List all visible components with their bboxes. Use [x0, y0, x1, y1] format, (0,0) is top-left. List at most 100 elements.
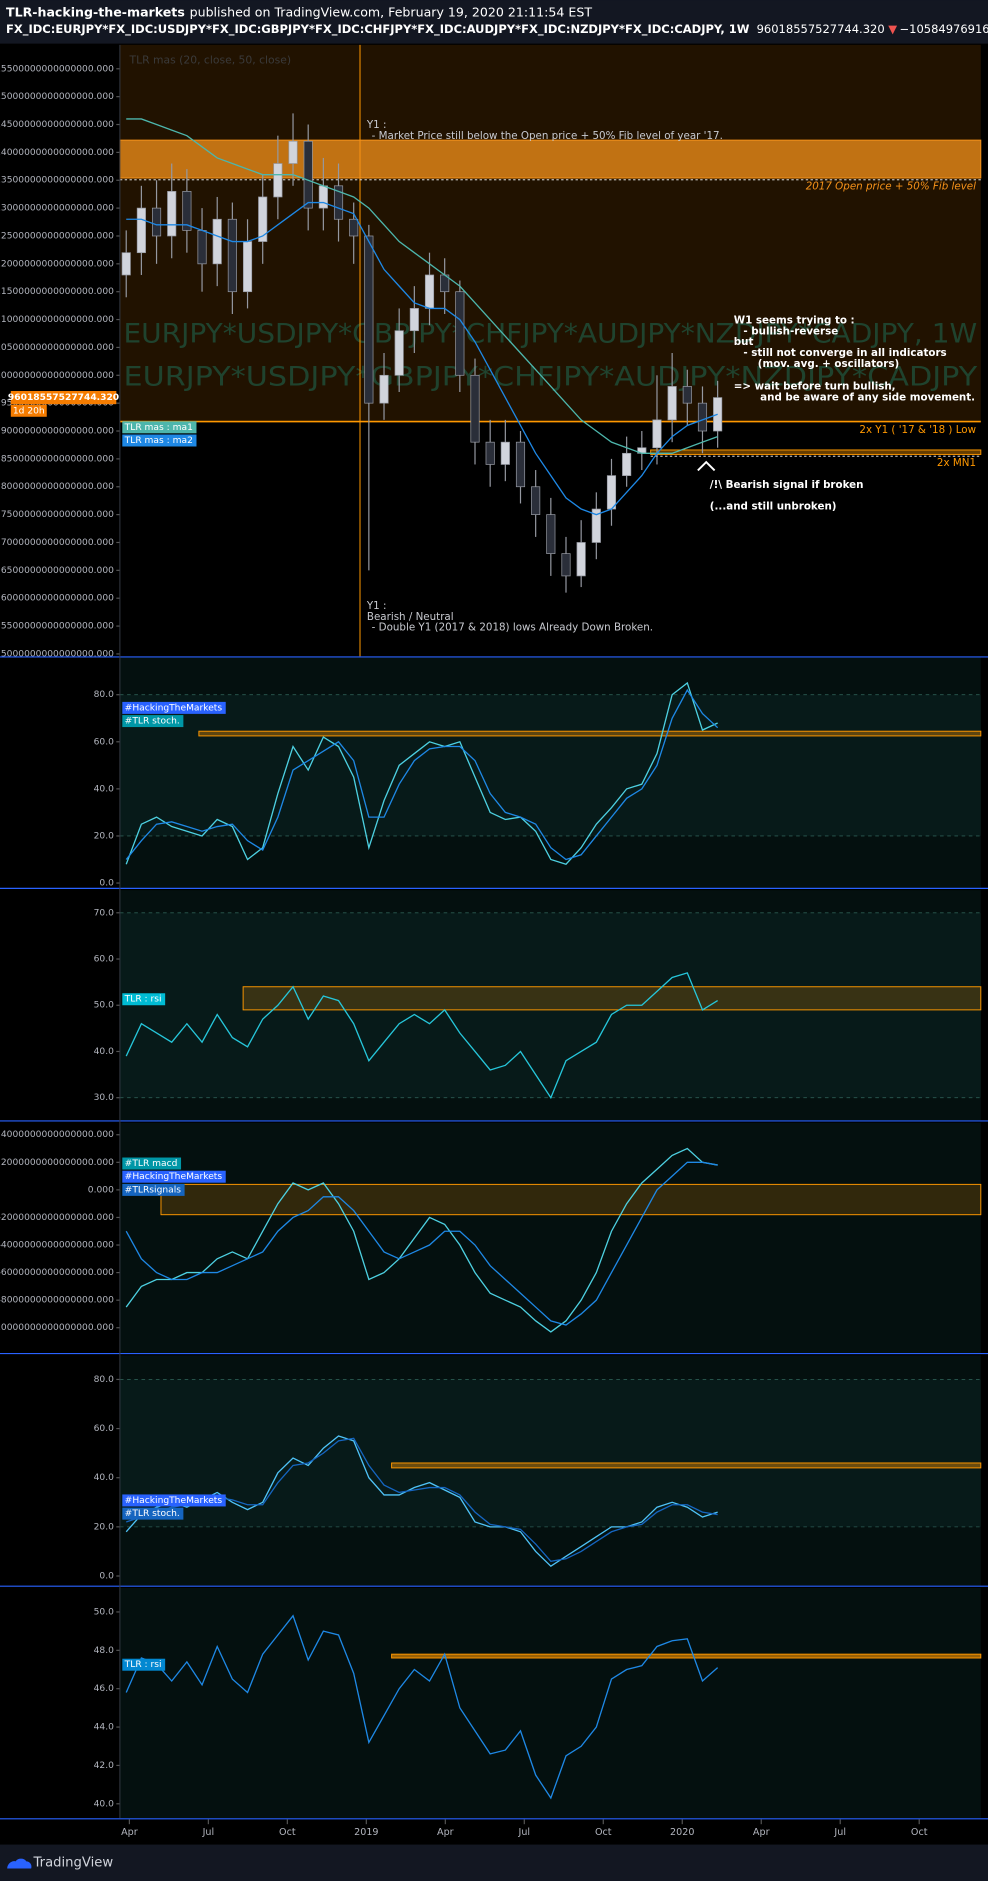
series-line	[126, 118, 718, 454]
x-tick-label: 2019	[354, 1827, 378, 1838]
candle-body	[546, 514, 556, 554]
x-tick-label: Jul	[518, 1827, 531, 1838]
y-tick-label: 30.0	[94, 1093, 114, 1103]
x-tick-label: Apr	[121, 1827, 138, 1838]
watermark: EURJPY*USDJPY*GBPJPY*CHFJPY*AUDJPY*NZDJP…	[123, 319, 977, 349]
annotation: - Market Price still below the Open pric…	[372, 130, 723, 142]
level-band	[242, 986, 982, 1011]
y-tick-label: 42.0	[94, 1761, 114, 1771]
y-tick-label: 12500000000000000.000	[0, 231, 114, 241]
candle-body	[576, 542, 586, 577]
header-line: TLR-hacking-the-markets published on Trad…	[6, 4, 592, 19]
y-tick-label: 13500000000000000.000	[0, 176, 114, 186]
series-line	[125, 1147, 718, 1333]
y-tick-label: 40.0	[94, 1047, 114, 1057]
candle-body	[212, 218, 222, 265]
candle-body	[303, 140, 313, 209]
candle-body	[136, 207, 146, 254]
y-tick-label: -4000000000000000.000	[0, 1241, 114, 1251]
candle-body	[182, 191, 192, 231]
candle-body	[318, 185, 328, 209]
y-tick-label: 9000000000000000.000	[1, 427, 114, 437]
candle-body	[258, 196, 268, 242]
y-tick-label: 60.0	[94, 737, 114, 747]
price-tag	[10, 390, 117, 405]
annotation: and be aware of any side movement.	[760, 391, 975, 403]
level-band	[391, 1653, 982, 1659]
legend-box	[122, 421, 197, 434]
y-tick-label: 40.0	[94, 1799, 114, 1809]
y-tick-label: 70.0	[94, 908, 114, 918]
candle-body	[652, 419, 662, 449]
annotation: - Double Y1 (2017 & 2018) lows Already D…	[372, 622, 653, 634]
x-tick-label: Oct	[279, 1827, 296, 1838]
y-tick-label: 11000000000000000.000	[0, 315, 114, 325]
y-tick-label: 7000000000000000.000	[1, 538, 114, 548]
y-tick-label: 46.0	[94, 1684, 114, 1694]
y-tick-label: 10500000000000000.000	[0, 343, 114, 353]
legend-box	[122, 993, 166, 1006]
series-line	[126, 201, 718, 516]
legend-box	[122, 701, 226, 714]
annotation: Y1 :	[366, 119, 387, 131]
y-tick-label: 8500000000000000.000	[1, 454, 114, 464]
legend-box	[122, 434, 197, 447]
brand[interactable]: TradingView	[7, 1856, 113, 1871]
y-tick-label: 40.0	[94, 784, 114, 794]
level-label: 2x Y1 ( '17 & '18 ) Low	[859, 424, 976, 436]
y-tick-label: 5500000000000000.000	[1, 622, 114, 632]
candle-body	[606, 475, 617, 510]
candle-body	[455, 291, 465, 376]
y-tick-label: 11500000000000000.000	[0, 287, 114, 297]
y-tick-label: 60.0	[94, 955, 114, 965]
price-tag-label: 96018557527744.320	[8, 393, 119, 403]
annotation: (...and still unbroken)	[710, 500, 837, 512]
legend-label: TLR : rsi	[124, 1660, 162, 1670]
x-tick-label: Apr	[437, 1827, 454, 1838]
y-tick-label: 8000000000000000.000	[1, 482, 114, 492]
candle-body	[682, 386, 692, 404]
legend-label: #TLR macd	[125, 1159, 178, 1169]
candle-body	[500, 441, 510, 465]
change: −1058497691648.000 (−1	[900, 22, 988, 36]
brand-name: TradingView	[33, 1856, 114, 1871]
y-tick-label: 14000000000000000.000	[0, 148, 114, 158]
y-tick-label: 15500000000000000.000	[0, 64, 114, 74]
y-tick-label: -10000000000000000.000	[0, 1323, 114, 1333]
countdown-tag	[10, 404, 47, 417]
guide-zone	[119, 912, 981, 1098]
series-line	[125, 1161, 718, 1326]
y-tick-label: 0.000	[88, 1185, 114, 1195]
y-tick-label: 10000000000000000.000	[0, 371, 114, 381]
candle-body	[667, 386, 677, 421]
candle-body	[151, 207, 162, 237]
published: published on TradingView.com, February 1…	[190, 4, 593, 19]
annotation: => wait before turn bullish,	[734, 381, 896, 393]
candle-body	[697, 402, 708, 432]
author[interactable]: TLR-hacking-the-markets	[6, 4, 185, 19]
annotation: - still not converge in all indicators	[743, 347, 946, 359]
guide-zone	[119, 694, 981, 836]
countdown-label: 1d 20h	[13, 406, 45, 416]
chevron	[697, 460, 716, 472]
brand-logo	[7, 1858, 32, 1869]
legend-box	[122, 1157, 182, 1170]
y-tick-label: 15000000000000000.000	[0, 92, 114, 102]
series-line	[125, 972, 718, 1100]
candle-body	[242, 241, 253, 293]
y-tick-label: 6500000000000000.000	[1, 566, 114, 576]
annotation: W1 seems trying to :	[734, 315, 855, 327]
level-band	[119, 139, 982, 179]
annotation: /!\ Bearish signal if broken	[710, 479, 864, 491]
candle-body	[197, 230, 207, 265]
y-tick-label: 50.0	[94, 1607, 114, 1617]
legend-label: TLR mas : ma1	[124, 423, 193, 433]
y-tick-label: 6000000000000000.000	[1, 594, 114, 604]
candle-body	[394, 330, 404, 376]
watermark: EURJPY*USDJPY*GBPJPY*CHFJPY*AUDJPY*NZDJP…	[123, 363, 978, 393]
x-tick-label: Oct	[595, 1827, 612, 1838]
legend-title: TLR mas (20, close, 50, close)	[128, 53, 291, 66]
legend-box	[122, 715, 184, 728]
legend-box	[122, 1183, 185, 1196]
